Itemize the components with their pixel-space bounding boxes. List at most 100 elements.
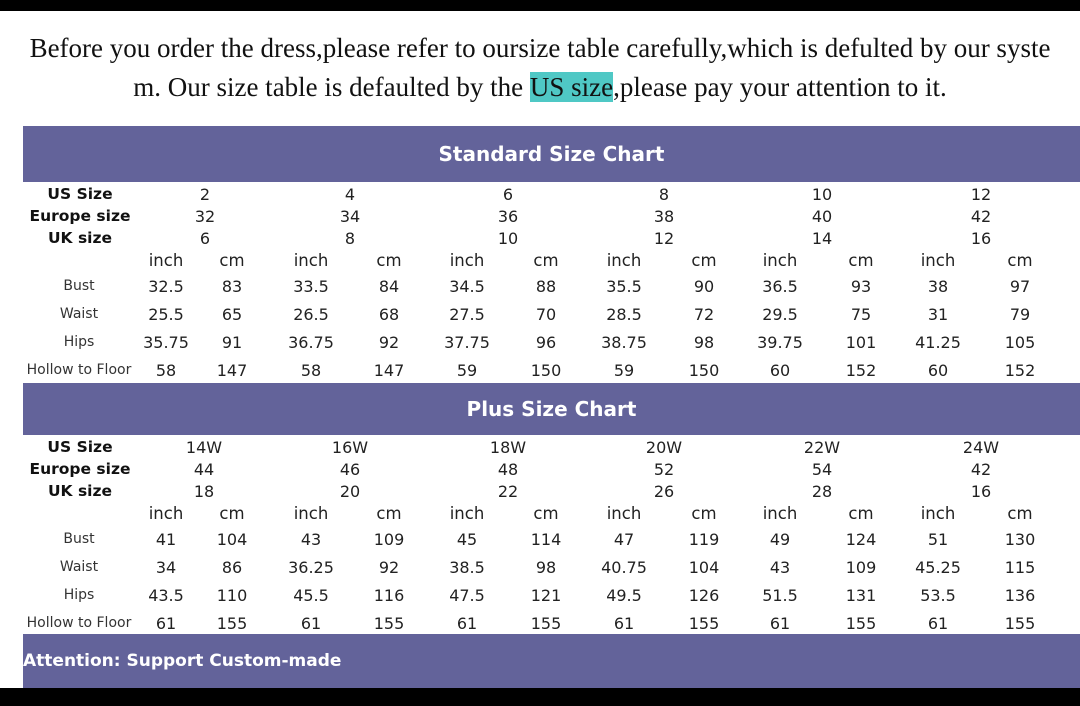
measurement-cell: 124: [845, 530, 877, 549]
us-size-label: US Size: [47, 438, 113, 456]
us-size-value: 2: [199, 185, 211, 204]
us-size-value: 4: [344, 185, 356, 204]
measurement-cell: 60: [769, 361, 791, 380]
unit-cm: cm: [848, 251, 874, 270]
measurement-cell: 104: [216, 530, 248, 549]
row-label: Waist: [59, 306, 99, 322]
measurement-cell: 61: [155, 614, 177, 633]
uk-size-value: 8: [344, 229, 356, 248]
measurement-cell: 152: [1004, 361, 1036, 380]
measurement-cell: 34.5: [449, 277, 485, 296]
measurement-cell: 43: [769, 558, 791, 577]
measurement-cell: 98: [535, 558, 557, 577]
unit-cm: cm: [1007, 504, 1033, 523]
measurement-cell: 92: [378, 558, 400, 577]
row-label: Hips: [63, 334, 95, 350]
measurement-cell: 119: [688, 530, 720, 549]
measurement-cell: 61: [769, 614, 791, 633]
measurement-cell: 37.75: [444, 333, 490, 352]
measurement-cell: 28.5: [606, 305, 642, 324]
unit-inch: inch: [148, 504, 184, 523]
measurement-cell: 150: [530, 361, 562, 380]
measurement-cell: 126: [688, 586, 720, 605]
measurement-cell: 152: [845, 361, 877, 380]
uk-size-label: UK size: [47, 482, 113, 500]
measurement-cell: 115: [1004, 558, 1036, 577]
custom-made-notice-bar: Attention: Support Custom-made: [23, 634, 1080, 688]
row-label: Bust: [63, 531, 95, 547]
measurement-cell: 49.5: [606, 586, 642, 605]
measurement-cell: 109: [373, 530, 405, 549]
us-size-value: 14W: [185, 438, 223, 457]
intro-text: Before you order the dress,please refer …: [0, 29, 1080, 107]
row-label: Hollow to Floor: [26, 362, 132, 378]
unit-cm: cm: [1007, 251, 1033, 270]
unit-inch: inch: [920, 251, 956, 270]
measurement-cell: 45.25: [915, 558, 961, 577]
unit-cm: cm: [691, 251, 717, 270]
measurement-cell: 59: [456, 361, 478, 380]
measurement-cell: 38: [927, 277, 949, 296]
measurement-cell: 58: [300, 361, 322, 380]
measurement-cell: 91: [221, 333, 243, 352]
measurement-cell: 88: [535, 277, 557, 296]
measurement-cell: 60: [927, 361, 949, 380]
unit-inch: inch: [449, 251, 485, 270]
measurement-cell: 101: [845, 333, 877, 352]
unit-inch: inch: [293, 251, 329, 270]
measurement-cell: 58: [155, 361, 177, 380]
measurement-cell: 105: [1004, 333, 1036, 352]
measurement-cell: 25.5: [148, 305, 184, 324]
measurement-cell: 41.25: [915, 333, 961, 352]
measurement-cell: 70: [535, 305, 557, 324]
uk-size-value: 28: [811, 482, 833, 501]
us-size-value: 12: [970, 185, 992, 204]
measurement-cell: 47: [613, 530, 635, 549]
measurement-cell: 59: [613, 361, 635, 380]
measurement-cell: 45: [456, 530, 478, 549]
measurement-cell: 93: [850, 277, 872, 296]
measurement-cell: 38.5: [449, 558, 485, 577]
measurement-cell: 104: [688, 558, 720, 577]
uk-size-value: 26: [653, 482, 675, 501]
measurement-cell: 43: [300, 530, 322, 549]
unit-inch: inch: [148, 251, 184, 270]
us-size-value: 10: [811, 185, 833, 204]
measurement-cell: 116: [373, 586, 405, 605]
us-size-value: 20W: [645, 438, 683, 457]
uk-size-value: 12: [653, 229, 675, 248]
measurement-cell: 40.75: [601, 558, 647, 577]
measurement-cell: 83: [221, 277, 243, 296]
measurement-cell: 61: [300, 614, 322, 633]
intro-line-2-end: ,please pay your attention to it.: [613, 72, 947, 102]
unit-cm: cm: [219, 251, 245, 270]
unit-inch: inch: [920, 504, 956, 523]
measurement-cell: 41: [155, 530, 177, 549]
intro-line-1: Before you order the dress,please refer …: [29, 33, 1051, 63]
row-label: Hips: [63, 587, 95, 603]
measurement-cell: 90: [693, 277, 715, 296]
measurement-cell: 110: [216, 586, 248, 605]
measurement-cell: 26.5: [293, 305, 329, 324]
measurement-cell: 43.5: [148, 586, 184, 605]
measurement-cell: 45.5: [293, 586, 329, 605]
europe-size-value: 46: [339, 460, 361, 479]
measurement-cell: 96: [535, 333, 557, 352]
measurement-cell: 51.5: [762, 586, 798, 605]
size-chart-page: Before you order the dress,please refer …: [0, 11, 1080, 688]
measurement-cell: 61: [927, 614, 949, 633]
row-label: Hollow to Floor: [26, 615, 132, 631]
measurement-cell: 79: [1009, 305, 1031, 324]
measurement-cell: 32.5: [148, 277, 184, 296]
measurement-cell: 97: [1009, 277, 1031, 296]
europe-size-value: 40: [811, 207, 833, 226]
europe-size-label: Europe size: [29, 460, 131, 478]
measurement-cell: 84: [378, 277, 400, 296]
unit-inch: inch: [762, 251, 798, 270]
uk-size-label: UK size: [47, 229, 113, 247]
measurement-cell: 72: [693, 305, 715, 324]
unit-cm: cm: [533, 504, 559, 523]
custom-made-notice: Attention: Support Custom-made: [23, 651, 342, 671]
measurement-cell: 35.5: [606, 277, 642, 296]
uk-size-value: 16: [970, 482, 992, 501]
